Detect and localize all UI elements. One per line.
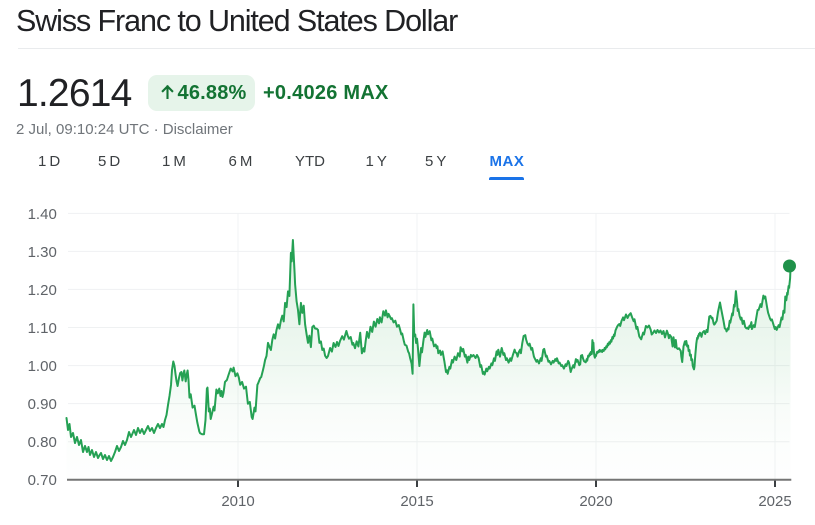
svg-text:1.30: 1.30 <box>28 244 57 261</box>
svg-text:1.40: 1.40 <box>28 206 57 223</box>
svg-text:0.70: 0.70 <box>28 472 57 489</box>
svg-text:0.80: 0.80 <box>28 434 57 451</box>
svg-text:2020: 2020 <box>579 493 612 510</box>
svg-text:2025: 2025 <box>758 493 791 510</box>
svg-text:2015: 2015 <box>400 493 433 510</box>
svg-text:1.10: 1.10 <box>28 320 57 337</box>
svg-text:1.20: 1.20 <box>28 282 57 299</box>
svg-text:0.90: 0.90 <box>28 396 57 413</box>
svg-text:2010: 2010 <box>221 493 254 510</box>
svg-text:1.00: 1.00 <box>28 358 57 375</box>
